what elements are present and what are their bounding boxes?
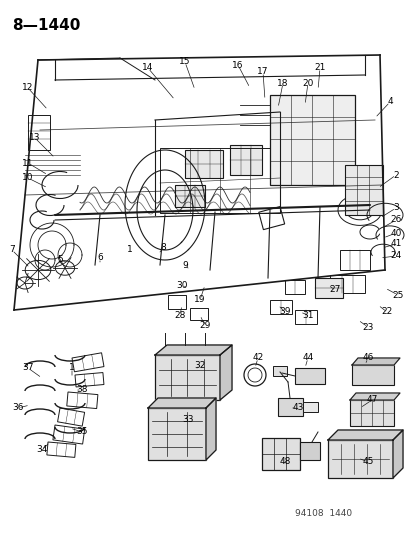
Text: 25: 25 (392, 290, 403, 300)
Bar (66, 392, 97, 409)
Text: 42: 42 (252, 353, 263, 362)
Text: 30: 30 (176, 280, 188, 289)
Text: 13: 13 (29, 133, 40, 142)
Text: 3: 3 (392, 204, 398, 213)
Polygon shape (154, 345, 231, 355)
Text: 21: 21 (313, 63, 325, 72)
Text: 43: 43 (292, 403, 303, 413)
Bar (294, 368, 324, 384)
Text: 23: 23 (361, 322, 373, 332)
Polygon shape (392, 430, 402, 478)
Bar (230, 145, 261, 175)
Text: 27: 27 (328, 286, 340, 295)
Bar (47, 442, 76, 457)
Text: 44: 44 (301, 353, 313, 362)
Bar (329, 275, 364, 293)
Text: 20: 20 (301, 78, 313, 87)
Text: 12: 12 (22, 84, 33, 93)
Text: 48: 48 (279, 457, 290, 466)
Text: 45: 45 (361, 457, 373, 466)
Text: 5: 5 (57, 255, 63, 264)
Text: 14: 14 (142, 63, 153, 72)
Polygon shape (351, 358, 399, 365)
Bar (53, 425, 85, 444)
Bar (349, 400, 393, 426)
Bar (147, 408, 206, 460)
Text: 10: 10 (22, 174, 34, 182)
Bar (258, 207, 284, 230)
Bar (327, 440, 392, 478)
Bar (185, 150, 223, 178)
Text: 32: 32 (194, 360, 205, 369)
Text: 24: 24 (389, 252, 401, 261)
Text: 94108  1440: 94108 1440 (294, 509, 351, 518)
Text: 38: 38 (76, 385, 88, 394)
Bar (299, 442, 319, 460)
Bar (294, 310, 316, 324)
Bar (57, 408, 84, 426)
Bar (351, 365, 393, 385)
Text: 47: 47 (366, 395, 377, 405)
Bar (159, 148, 279, 213)
Text: 35: 35 (76, 427, 88, 437)
Text: 37: 37 (22, 364, 34, 373)
Bar (302, 402, 317, 412)
Bar (269, 95, 354, 185)
Bar (190, 308, 207, 320)
Text: 46: 46 (361, 353, 373, 362)
Text: 19: 19 (194, 295, 205, 304)
Text: 4: 4 (386, 98, 392, 107)
Text: 22: 22 (380, 308, 392, 317)
Text: 17: 17 (256, 68, 268, 77)
Bar (284, 280, 304, 294)
Text: 41: 41 (389, 239, 401, 248)
Polygon shape (147, 398, 216, 408)
Bar (168, 295, 185, 309)
Text: 28: 28 (174, 311, 185, 319)
Text: 6: 6 (97, 254, 102, 262)
Text: 1: 1 (127, 246, 133, 254)
Text: 18: 18 (277, 78, 288, 87)
Polygon shape (219, 345, 231, 400)
Text: 8: 8 (160, 244, 166, 253)
Bar (154, 355, 219, 400)
Text: 40: 40 (389, 229, 401, 238)
Bar (277, 398, 302, 416)
Text: 29: 29 (199, 321, 210, 330)
Text: 7: 7 (9, 246, 15, 254)
Polygon shape (206, 398, 216, 460)
Text: 8—1440: 8—1440 (12, 18, 80, 33)
Bar (344, 165, 382, 215)
Text: 2: 2 (392, 171, 398, 180)
Bar (72, 353, 104, 372)
Text: 1: 1 (69, 364, 75, 373)
Polygon shape (327, 430, 402, 440)
Bar (339, 250, 369, 270)
Text: 9: 9 (182, 261, 188, 270)
Bar (261, 438, 299, 470)
Text: 16: 16 (232, 61, 243, 69)
Bar (314, 278, 342, 298)
Bar (175, 185, 204, 207)
Text: 36: 36 (12, 403, 24, 413)
Polygon shape (349, 393, 399, 400)
Text: 31: 31 (301, 311, 313, 319)
Text: 39: 39 (279, 308, 290, 317)
Bar (75, 373, 104, 387)
Text: 33: 33 (182, 416, 193, 424)
Bar (269, 300, 291, 314)
Text: 34: 34 (36, 446, 47, 455)
Text: 26: 26 (389, 215, 401, 224)
Bar (28, 115, 50, 150)
Text: 11: 11 (22, 158, 34, 167)
Text: 15: 15 (179, 58, 190, 67)
Bar (272, 366, 286, 376)
